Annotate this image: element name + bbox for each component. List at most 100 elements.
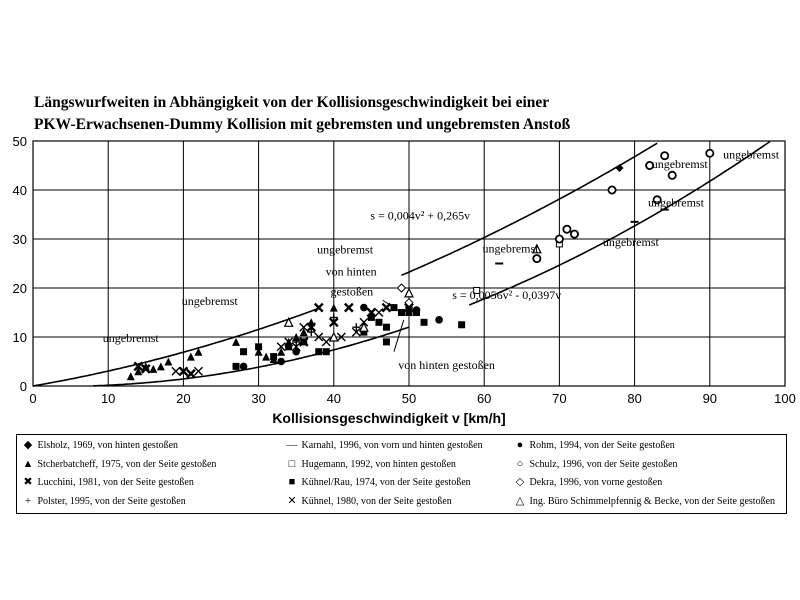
data-point [285,343,293,351]
data-point [352,323,361,332]
fit-curve-1 [32,307,320,387]
data-point [458,321,466,329]
data-point [569,229,579,239]
plot-frame [32,140,786,387]
data-point [382,338,390,346]
legend-marker-icon: ■ [288,476,296,488]
data-point [329,313,338,322]
data-point [473,286,481,294]
data-point [299,322,309,332]
data-point [532,254,542,264]
legend-entry: ● Rohm, 1994, von der Seite gestoßen [513,438,675,453]
x-tick-label: 50 [402,391,416,406]
legend-entry: ✖ Lucchini, 1981, von der Seite gestoßen [21,475,194,490]
data-point [186,352,195,361]
data-point [300,338,308,346]
data-point [254,347,263,356]
x-tick-label: 80 [627,391,641,406]
data-point [554,234,564,244]
data-point [307,328,316,337]
data-point [607,185,617,195]
legend-marker-icon: □ [288,457,296,470]
annotations: ungebremst ungebremst ungebremst von hinten… [103,148,780,372]
legend-entry: ✕ Kühnel, 1980, von der Seite gestoßen [285,494,451,509]
y-tick-label: 40 [13,183,27,198]
chart-title-line-2: PKW-Erwachsenen-Dummy Kollision mit gebr… [34,116,571,133]
legend-entry: ◇ Dekra, 1996, von vorne gestoßen [513,475,662,490]
data-point [531,243,542,254]
legend-label: Karnahl, 1996, von vorn und hinten gesto… [299,440,483,451]
fit-curve-1 [401,142,658,277]
fit-curves [32,140,771,387]
x-tick-label: 60 [477,391,491,406]
annotation: von hinten [326,264,377,278]
annotation: ungebremst [317,243,374,257]
data-point [270,353,278,361]
data-point [299,328,308,337]
data-point [193,366,203,376]
data-point [660,151,670,161]
data-point [306,322,317,333]
data-point [140,364,151,374]
data-point [292,337,301,346]
data-point [322,348,330,356]
data-point [645,160,655,170]
data-point [126,372,135,381]
legend-entry: ■ Kühnel/Rau, 1974, von der Seite gestoß… [285,475,471,490]
legend-entry: ▲ Stcherbatcheff, 1975, von der Seite ge… [21,457,217,472]
data-point [156,362,165,371]
data-point [313,302,324,313]
y-tick-label: 0 [20,379,27,394]
legend-marker-icon: ▲ [22,457,34,470]
legend-entry: — Karnahl, 1996, von vorn und hinten ges… [285,438,483,453]
data-point [149,364,158,373]
data-point [240,348,248,356]
data-point [178,366,189,377]
data-point [404,287,414,298]
data-point [328,331,339,342]
data-point [360,303,368,312]
y-tick-label: 20 [13,281,27,296]
data-point [667,170,677,180]
legend-entry: ◆ Elsholz, 1969, von hinten gestoßen [21,438,178,453]
data-point [284,337,294,347]
chart-title-line-1: Längswurfweiten in Abhängigkeit von der … [34,94,550,111]
legend-entry: △ Ing. Büro Schimmelpfennig & Becke, von… [513,494,775,509]
data-point [194,347,203,356]
data-point [315,348,323,356]
legend-entry: □ Hugemann, 1992, von hinten gestoßen [285,457,456,472]
data-point [396,283,407,293]
data-point [292,333,301,341]
annotation: ungebremst [103,331,160,345]
data-point [382,323,390,331]
data-point [283,316,294,327]
annotation: ungebremst [483,242,540,256]
data-point [367,313,375,321]
legend-marker-icon: ✖ [23,476,33,488]
data-point [405,303,413,312]
data-point [277,347,286,356]
legend-marker-icon: — [286,439,298,451]
data-point [360,328,368,336]
data-point [420,318,428,326]
data-points [126,148,715,381]
annotation: gestoßen [331,284,374,298]
data-point [358,321,369,332]
legend: ◆ Elsholz, 1969, von hinten gestoßen ▲ St… [16,434,787,514]
annotation: von hinten gestoßen [398,358,495,372]
data-point [351,327,361,337]
annotation: ungebremst [723,148,780,162]
legend-marker-icon: ◇ [515,476,525,488]
legend-label: Lucchini, 1981, von der Seite gestoßen [35,477,194,488]
data-point [255,343,263,351]
data-point [329,303,338,312]
x-axis-label: Kollisionsgeschwindigkeit v [km/h] [272,410,505,426]
legend-label: Dekra, 1996, von vorne gestoßen [527,477,663,488]
data-point [134,367,143,376]
y-tick-label: 10 [13,330,27,345]
chart-title: Längswurfweiten in Abhängigkeit von der … [34,92,774,136]
legend-marker-icon: + [24,494,32,507]
annotation: s = 0,0056v² - 0,0397v [452,288,561,302]
data-point [232,362,240,370]
legend-label: Schulz, 1996, von der Seite gestoßen [527,458,678,470]
